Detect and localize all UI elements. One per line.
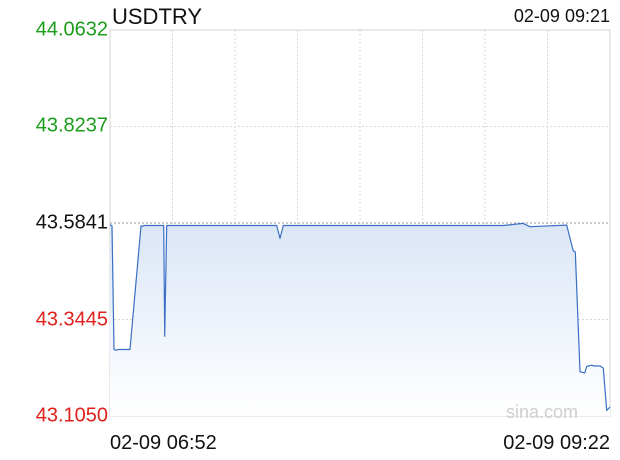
x-tick-label: 02-09 09:22	[503, 432, 610, 454]
y-tick-label: 43.3445	[35, 308, 108, 331]
y-tick-label: 44.0632	[35, 18, 108, 41]
symbol-title: USDTRY	[112, 4, 203, 29]
watermark: sina.com	[506, 402, 579, 422]
timestamp: 02-09 09:21	[513, 6, 610, 26]
x-tick-label: 02-09 06:52	[110, 432, 217, 454]
y-tick-label: 43.5841	[35, 211, 108, 234]
y-tick-label: 43.1050	[35, 404, 108, 427]
price-area	[110, 223, 610, 416]
price-line	[109, 222, 611, 411]
y-tick-label: 43.8237	[35, 114, 108, 137]
